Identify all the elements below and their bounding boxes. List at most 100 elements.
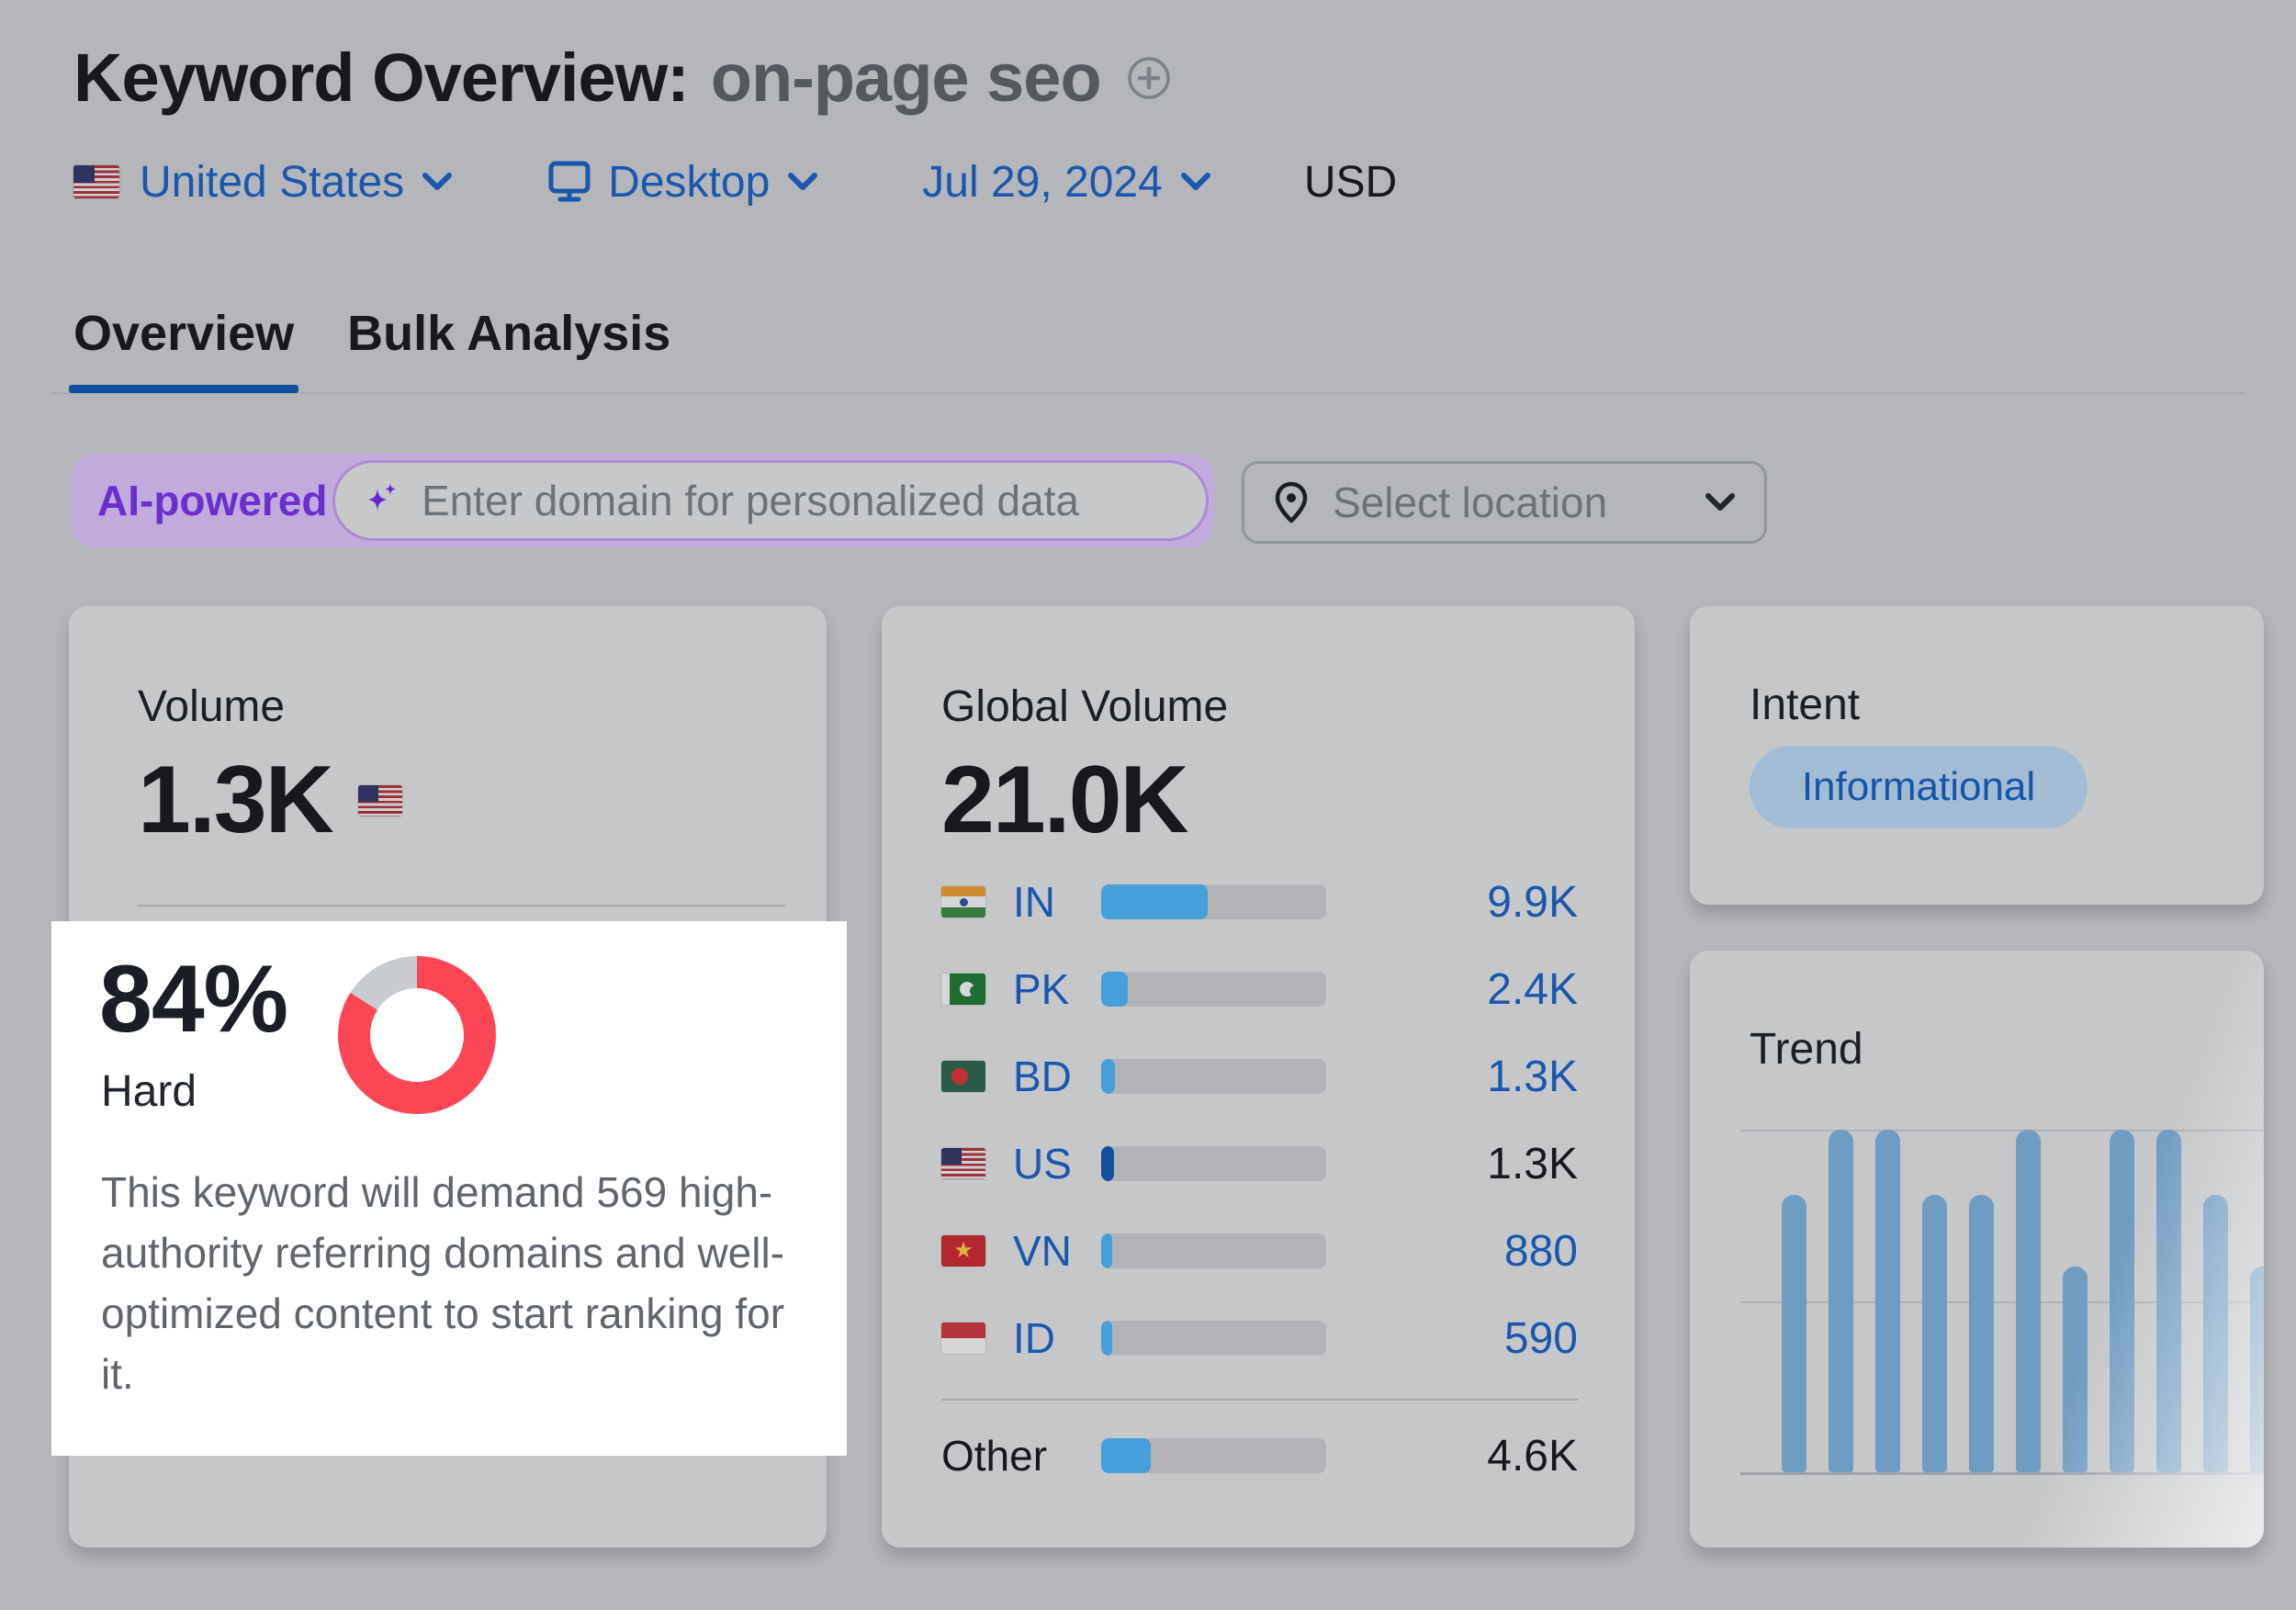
intent-badge: Informational [1750, 746, 2088, 828]
country-row: PK 2.4K [941, 960, 1578, 1019]
country-share-bar [1101, 1438, 1326, 1473]
date-selector-label: Jul 29, 2024 [922, 157, 1163, 207]
trend-bar [2250, 1267, 2264, 1472]
card-divider [138, 905, 785, 906]
chevron-down-icon [788, 173, 818, 190]
country-code-link[interactable]: ID [1013, 1314, 1055, 1362]
country-share-bar [1101, 972, 1326, 1007]
currency-label: USD [1303, 157, 1398, 207]
global-volume-label: Global Volume [941, 682, 1229, 731]
global-volume-value-row: 21.0K [941, 746, 1189, 855]
ai-powered-badge: AI-powered [97, 477, 328, 524]
sparkle-icon [368, 483, 396, 511]
country-volume-value[interactable]: 880 [1503, 1226, 1578, 1276]
trend-bar [2156, 1130, 2181, 1472]
country-volume-value[interactable]: 1.3K [1487, 1052, 1578, 1101]
chart-baseline [1740, 1472, 2264, 1475]
country-share-bar [1101, 1059, 1326, 1094]
country-share-bar [1101, 1321, 1326, 1356]
vn-flag-icon: ★ [941, 1235, 985, 1267]
country-share-fill [1101, 1146, 1114, 1181]
location-select-label: Select location [1333, 478, 1608, 526]
volume-value: 1.3K [138, 747, 334, 853]
id-flag-icon [941, 1323, 985, 1354]
card-divider [941, 1399, 1578, 1401]
domain-input[interactable] [422, 476, 1180, 525]
tab-bar: Overview Bulk Analysis [73, 305, 670, 362]
country-row: ★ VN 880 [941, 1222, 1578, 1280]
trend-bar [2063, 1267, 2088, 1472]
country-share-bar [1101, 884, 1326, 919]
bd-flag-icon [941, 1061, 985, 1092]
country-row: ID 590 [941, 1309, 1578, 1368]
filter-bar: United States Desktop Jul 29, 2024 USD [73, 156, 1397, 208]
trend-card: Trend [1690, 951, 2264, 1548]
country-share-fill [1101, 1233, 1113, 1268]
tab-overview[interactable]: Overview [73, 306, 295, 361]
country-volume-value[interactable]: 2.4K [1487, 964, 1578, 1014]
tab-divider [51, 392, 2245, 394]
domain-input-box[interactable] [332, 460, 1209, 541]
country-code-link[interactable]: VN [1013, 1227, 1072, 1275]
date-selector[interactable]: Jul 29, 2024 [922, 157, 1212, 208]
volume-value-row: 1.3K [138, 746, 402, 855]
country-code-link[interactable]: US [1013, 1140, 1072, 1188]
country-share-fill [1101, 1438, 1151, 1473]
add-keyword-button[interactable] [1125, 54, 1173, 102]
intent-card: Intent Informational [1690, 606, 2264, 905]
country-row: IN 9.9K [941, 873, 1578, 931]
chevron-down-icon [1705, 493, 1735, 511]
country-selector-label: United States [140, 157, 405, 207]
country-share-fill [1101, 884, 1209, 919]
location-pin-icon [1275, 481, 1308, 524]
country-share-fill [1101, 972, 1129, 1007]
country-row: BD 1.3K [941, 1047, 1578, 1106]
plus-circle-icon [1127, 56, 1170, 99]
global-volume-value: 21.0K [941, 747, 1189, 853]
location-select[interactable]: Select location [1242, 461, 1767, 544]
us-flag-icon [73, 165, 119, 198]
other-countries-row: Other 4.6K [941, 1426, 1578, 1485]
country-code-link[interactable]: IN [1013, 878, 1055, 926]
country-code-link[interactable]: BD [1013, 1053, 1072, 1100]
tab-bulk-analysis[interactable]: Bulk Analysis [347, 306, 671, 361]
trend-label: Trend [1750, 1025, 1863, 1074]
trend-bar [2016, 1130, 2041, 1472]
country-code-link[interactable]: PK [1013, 965, 1070, 1013]
difficulty-level: Hard [101, 1067, 197, 1116]
trend-bar [1969, 1195, 1994, 1472]
active-tab-indicator [69, 385, 298, 393]
us-flag-icon [941, 1148, 985, 1179]
country-volume-value[interactable]: 590 [1503, 1313, 1578, 1363]
keyword-text: on-page seo [710, 39, 1102, 116]
difficulty-percent: 84% [99, 946, 288, 1053]
in-flag-icon [941, 886, 985, 918]
country-selector[interactable]: United States [73, 157, 454, 208]
difficulty-donut-chart [338, 956, 496, 1114]
chevron-down-icon [422, 173, 453, 190]
country-share-fill [1101, 1059, 1115, 1094]
ai-powered-container: AI-powered [72, 454, 1214, 547]
trend-bar [1875, 1130, 1900, 1472]
country-volume-value[interactable]: 9.9K [1487, 877, 1578, 927]
other-volume-value: 4.6K [1487, 1431, 1578, 1481]
difficulty-description: This keyword will demand 569 high-author… [101, 1168, 785, 1398]
desktop-icon [548, 161, 591, 202]
volume-label: Volume [138, 682, 286, 731]
country-distribution-list: IN 9.9K PK 2.4K BD 1.3K US 1.3K ★ VN 880 ID 590 Other… [941, 873, 1578, 1514]
difficulty-spotlight: 84% Hard This keyword will demand 569 hi… [51, 921, 847, 1456]
country-share-bar [1101, 1233, 1326, 1268]
trend-bar [1782, 1195, 1806, 1472]
device-selector[interactable]: Desktop [547, 157, 819, 208]
trend-bar-chart [1782, 1130, 2264, 1472]
donut-hole [370, 988, 464, 1082]
country-share-bar [1101, 1146, 1326, 1181]
intent-label: Intent [1750, 681, 1861, 729]
device-selector-label: Desktop [608, 157, 771, 207]
chevron-down-icon [1180, 173, 1210, 190]
trend-bar [1922, 1195, 1947, 1472]
us-flag-icon [357, 784, 402, 816]
other-label: Other [941, 1432, 1048, 1480]
pk-flag-icon [941, 974, 985, 1005]
country-row: US 1.3K [941, 1134, 1578, 1193]
